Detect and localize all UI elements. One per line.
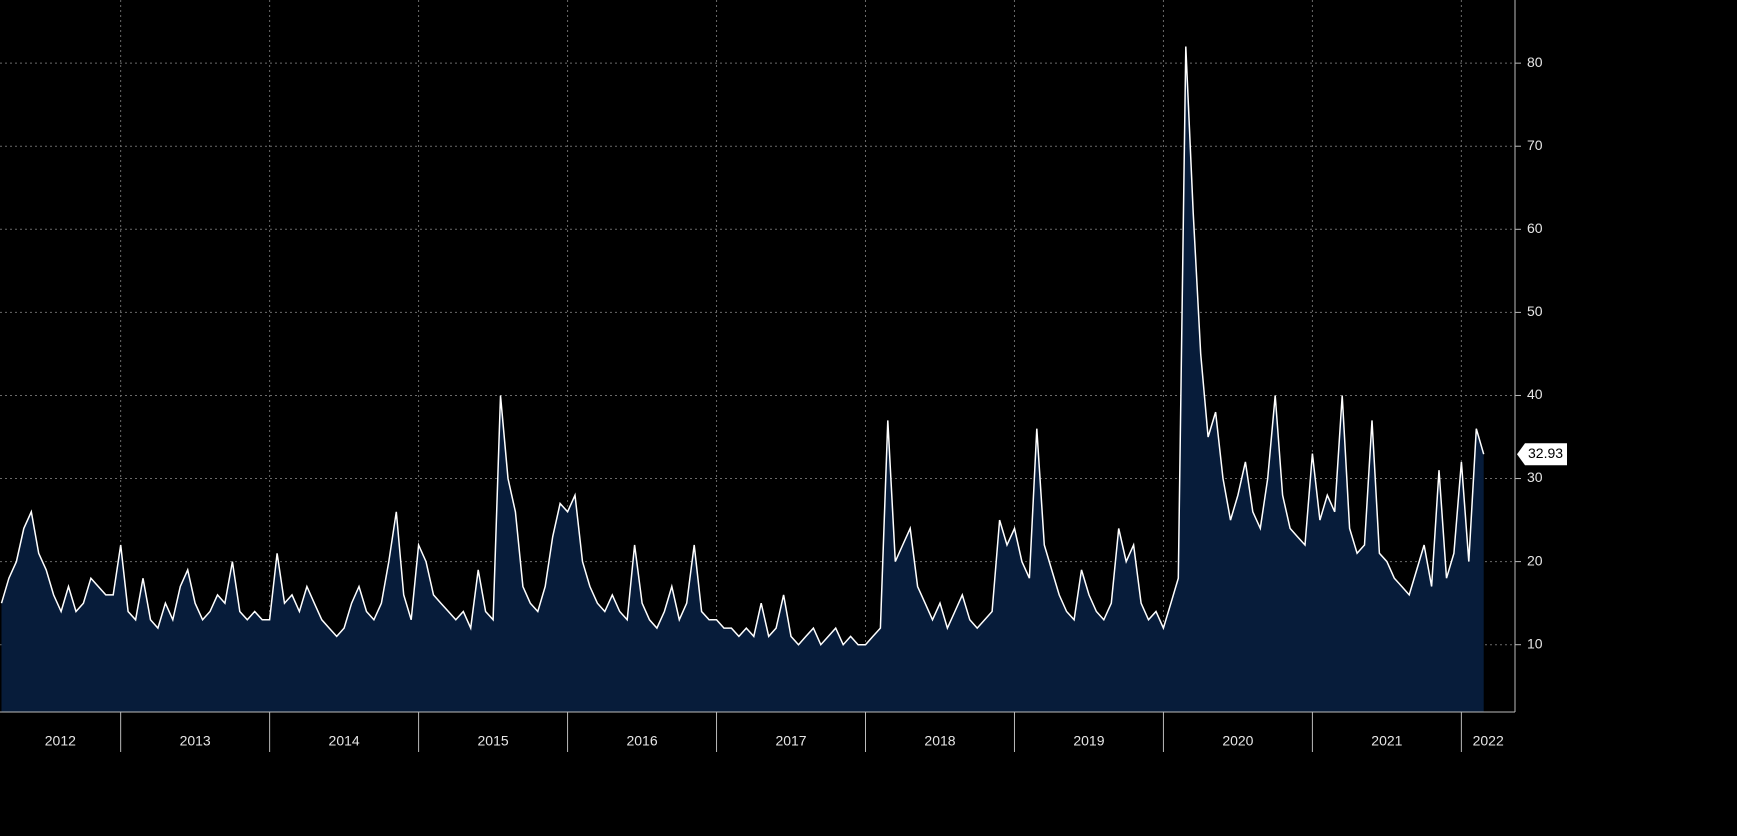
x-tick-label: 2021 [1371,733,1402,749]
x-tick-label: 2016 [626,733,657,749]
x-tick-label: 2012 [45,733,76,749]
x-tick-label: 2017 [775,733,806,749]
x-tick-label: 2022 [1473,733,1504,749]
x-tick-label: 2019 [1073,733,1104,749]
area [1,46,1484,712]
y-tick-label: 80 [1527,54,1543,70]
last-value-label: 32.93 [1528,445,1563,461]
y-tick-label: 10 [1527,635,1543,651]
line [0,46,1485,647]
y-tick-label: 50 [1527,303,1543,319]
x-tick-label: 2013 [180,733,211,749]
last-value-tag [1517,443,1567,466]
y-tick-label: 30 [1527,469,1543,485]
x-tick-label: 2018 [924,733,955,749]
y-tick-label: 70 [1527,137,1543,153]
x-tick-label: 2020 [1222,733,1253,749]
y-tick-label: 20 [1527,552,1543,568]
y-tick-label: 60 [1527,220,1543,236]
x-tick-label: 2014 [329,733,360,749]
x-tick-label: 2015 [478,733,509,749]
y-tick-label: 40 [1527,386,1543,402]
